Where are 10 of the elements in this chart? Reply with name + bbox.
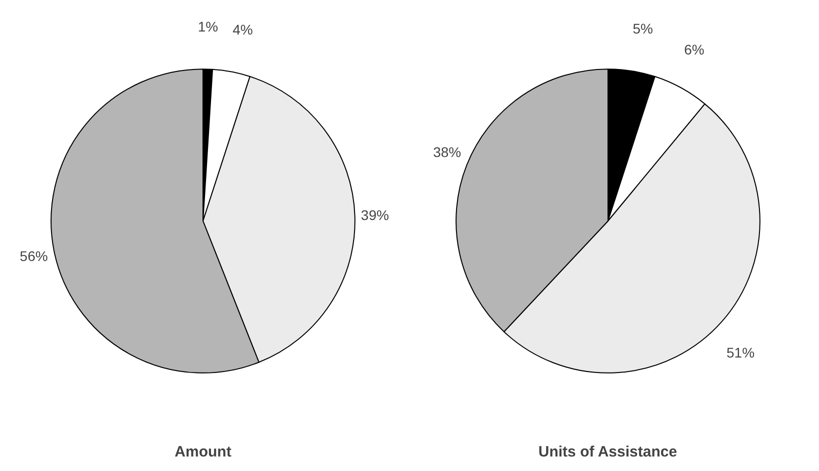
data-label: 51% xyxy=(726,344,755,361)
data-label: 38% xyxy=(433,144,462,160)
data-label: 39% xyxy=(360,207,389,224)
text: Amount xyxy=(174,444,232,460)
data-label: 5% xyxy=(632,20,653,37)
data-label: 56% xyxy=(20,248,48,264)
text: Units of Assistance xyxy=(538,444,678,460)
data-label: 1% xyxy=(198,18,218,34)
data-label: 6% xyxy=(684,41,704,58)
data-label: 4% xyxy=(232,22,253,38)
